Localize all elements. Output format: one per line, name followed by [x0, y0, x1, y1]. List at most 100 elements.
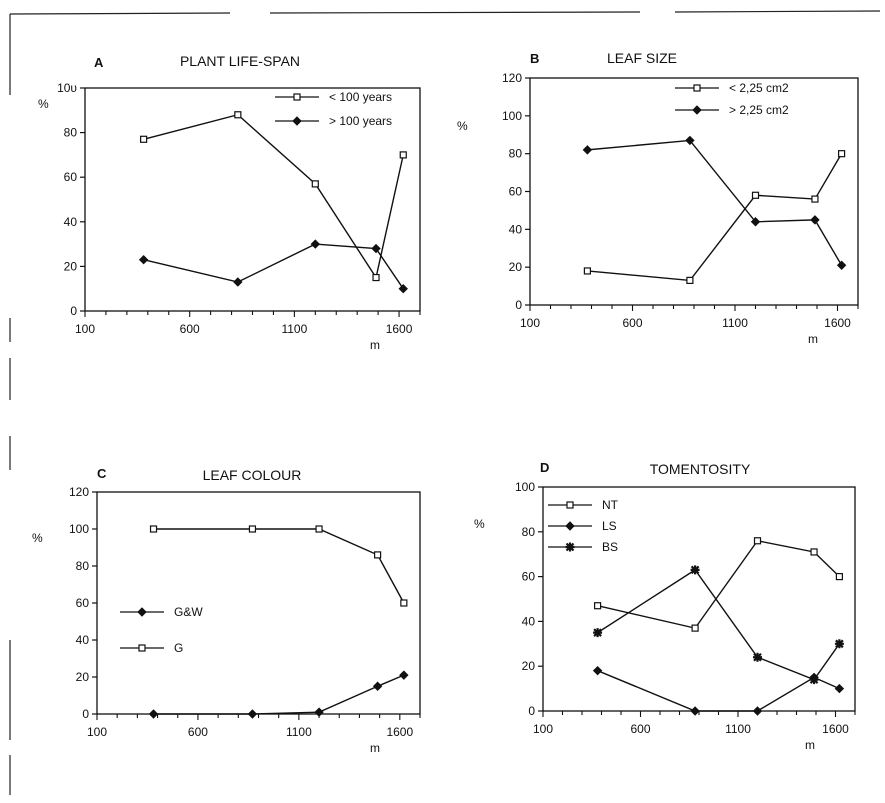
- page-frame: [9, 10, 881, 795]
- chart-title: LEAF COLOUR: [203, 467, 302, 483]
- data-point: [247, 709, 258, 719]
- plot-frame: [96, 491, 421, 715]
- y-tick-label: 40: [64, 215, 78, 229]
- y-tick-label: 120: [502, 71, 522, 85]
- x-tick-label: 600: [188, 725, 208, 739]
- x-axis-label: m: [370, 741, 380, 755]
- y-tick-label: 40: [522, 614, 536, 628]
- series-0: [148, 670, 409, 719]
- series-line: [153, 674, 405, 715]
- x-tick-label: 600: [180, 322, 200, 336]
- y-tick-label: 80: [64, 126, 78, 140]
- legend-label: < 2,25 cm2: [729, 81, 789, 95]
- data-point: [690, 565, 700, 575]
- y-tick-label: 0: [515, 298, 522, 312]
- x-tick-label: 1600: [386, 322, 413, 336]
- series-line: [587, 139, 843, 266]
- y-tick-label: 20: [76, 670, 90, 684]
- chart-title: PLANT LIFE-SPAN: [180, 53, 300, 69]
- data-point: [593, 628, 603, 638]
- y-tick-label: 60: [64, 170, 78, 184]
- legend-entry: < 2,25 cm2: [675, 81, 789, 95]
- chart-panel-c: 0 20 40 60 80 100 120 100 600 1100 1600 m% C LEAF COL…: [32, 466, 421, 755]
- legend-entry: G: [120, 641, 183, 655]
- legend-label: BS: [602, 540, 618, 554]
- series-line: [143, 243, 404, 290]
- x-tick-label: 600: [630, 722, 650, 736]
- y-tick-label: 60: [76, 596, 90, 610]
- legend-label: G: [174, 641, 183, 655]
- plot-frame: [529, 77, 859, 306]
- legend-entry: LS: [548, 519, 617, 533]
- y-tick-label: 0: [528, 704, 535, 718]
- series-line: [587, 153, 843, 282]
- data-point: [372, 273, 380, 282]
- data-point: [686, 276, 694, 285]
- y-tick-label: 60: [522, 570, 536, 584]
- x-tick-label: 100: [87, 725, 107, 739]
- x-tick-label: 1600: [822, 722, 849, 736]
- legend-label: NT: [602, 498, 619, 512]
- x-tick-label: 100: [533, 722, 553, 736]
- data-point: [314, 707, 324, 717]
- data-point: [399, 151, 407, 159]
- legend-marker: [565, 542, 575, 552]
- y-axis-label: %: [474, 517, 485, 531]
- chart-panel-b: 0 20 40 60 80 100 120 100 600 1100 1600 m% B LEAF SIZ…: [457, 50, 859, 346]
- y-tick-label: 40: [76, 633, 90, 647]
- data-point: [399, 670, 409, 680]
- series-line: [143, 113, 404, 280]
- series-line: [597, 670, 840, 712]
- y-tick-label: 80: [509, 147, 523, 161]
- data-point: [234, 111, 242, 119]
- y-tick-label: 20: [522, 659, 536, 673]
- data-point: [753, 652, 762, 662]
- x-tick-label: 100: [75, 322, 95, 336]
- data-point: [583, 267, 592, 275]
- legend-entry: G&W: [120, 605, 203, 619]
- data-point: [685, 135, 695, 146]
- panel-letter: D: [540, 460, 549, 475]
- x-tick-label: 1100: [286, 725, 312, 739]
- data-point: [593, 602, 602, 610]
- data-point: [835, 572, 844, 581]
- x-tick-label: 600: [622, 316, 642, 330]
- data-point: [810, 548, 818, 556]
- series-0: [593, 537, 844, 632]
- legend-label: G&W: [174, 605, 203, 619]
- series-2: [593, 565, 844, 685]
- data-point: [400, 599, 408, 607]
- data-point: [315, 525, 323, 533]
- legend-marker: [292, 116, 302, 126]
- data-point: [310, 239, 321, 249]
- y-tick-label: 20: [64, 259, 78, 273]
- data-point: [837, 150, 846, 158]
- x-axis-label: m: [370, 338, 380, 352]
- panel-letter: B: [530, 51, 539, 66]
- y-tick-label: 80: [522, 525, 536, 539]
- y-tick-label: 100: [515, 480, 535, 494]
- x-tick-label: 1100: [281, 322, 307, 336]
- y-axis-label: %: [32, 531, 43, 545]
- chart-panel-a: 0 20 40 60 80 10υ 100 600 1100 1600 m% A PLANT LIFE-…: [38, 53, 421, 352]
- data-point: [311, 180, 319, 188]
- x-axis-label: m: [805, 738, 815, 752]
- y-tick-label: 0: [70, 304, 77, 318]
- data-point: [372, 681, 383, 691]
- data-point: [753, 537, 762, 545]
- y-axis-label: %: [457, 119, 468, 133]
- y-tick-label: 10υ: [57, 81, 77, 95]
- panel-letter: C: [97, 466, 107, 481]
- data-point: [138, 255, 149, 265]
- legend-entry: BS: [548, 540, 618, 554]
- data-point: [809, 675, 819, 685]
- data-point: [810, 215, 820, 225]
- legend-label: LS: [602, 519, 617, 533]
- data-point: [398, 283, 408, 294]
- chart-title: TOMENTOSITY: [650, 461, 751, 477]
- x-axis-label: m: [808, 332, 818, 346]
- series-line: [597, 539, 840, 629]
- legend-marker: [138, 644, 146, 652]
- x-tick-label: 1100: [725, 722, 751, 736]
